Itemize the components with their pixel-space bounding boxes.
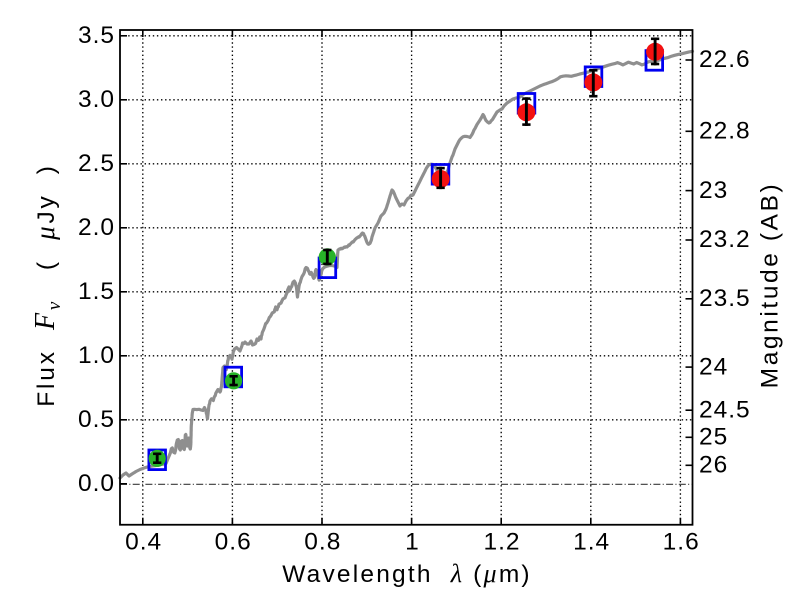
svg-text:23.2: 23.2 bbox=[699, 226, 751, 253]
svg-text:1.2: 1.2 bbox=[483, 529, 520, 556]
svg-text:Magnitude (AB): Magnitude (AB) bbox=[757, 182, 784, 389]
svg-text:23: 23 bbox=[699, 177, 728, 204]
svg-text:Flux Fν ( μJy ): Flux Fν ( μJy ) bbox=[30, 163, 65, 406]
svg-text:1.6: 1.6 bbox=[663, 529, 700, 556]
svg-text:1.0: 1.0 bbox=[78, 342, 115, 369]
svg-text:0.5: 0.5 bbox=[78, 406, 115, 433]
svg-text:22.6: 22.6 bbox=[699, 46, 751, 73]
svg-text:2.5: 2.5 bbox=[78, 150, 115, 177]
svg-text:0.4: 0.4 bbox=[125, 529, 162, 556]
svg-text:1.4: 1.4 bbox=[573, 529, 610, 556]
svg-text:3.5: 3.5 bbox=[78, 22, 115, 49]
svg-text:24.5: 24.5 bbox=[699, 396, 751, 423]
svg-text:26: 26 bbox=[699, 452, 728, 479]
svg-text:25: 25 bbox=[699, 424, 728, 451]
svg-text:24: 24 bbox=[699, 353, 728, 380]
svg-text:0.8: 0.8 bbox=[304, 529, 341, 556]
svg-text:0.0: 0.0 bbox=[78, 470, 115, 497]
svg-text:1.5: 1.5 bbox=[78, 278, 115, 305]
svg-text:23.5: 23.5 bbox=[699, 285, 751, 312]
svg-text:22.8: 22.8 bbox=[699, 118, 751, 145]
svg-text:3.0: 3.0 bbox=[78, 86, 115, 113]
svg-text:0.6: 0.6 bbox=[215, 529, 252, 556]
svg-text:1: 1 bbox=[405, 529, 420, 556]
svg-text:Wavelength λ (μm): Wavelength λ (μm) bbox=[282, 559, 532, 588]
svg-text:2.0: 2.0 bbox=[78, 214, 115, 241]
